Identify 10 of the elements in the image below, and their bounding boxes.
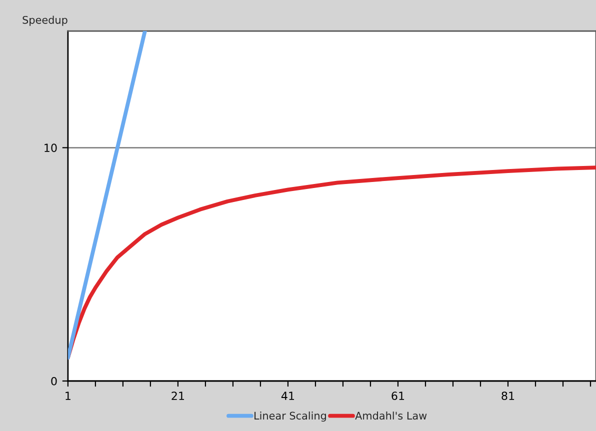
x-tick-label: 61 bbox=[392, 392, 404, 400]
x-tick-label: 21 bbox=[172, 392, 184, 400]
x-tick-label: 1 bbox=[66, 392, 70, 400]
y-tick-label: 0 bbox=[51, 376, 57, 386]
y-axis-title: Speedup bbox=[22, 16, 68, 26]
legend-label: Linear Scaling bbox=[254, 412, 326, 422]
legend-label: Amdahl's Law bbox=[355, 412, 427, 420]
y-tick-label: 10 bbox=[44, 144, 57, 152]
x-tick-label: 41 bbox=[281, 392, 294, 400]
x-tick-label: 81 bbox=[502, 392, 514, 400]
